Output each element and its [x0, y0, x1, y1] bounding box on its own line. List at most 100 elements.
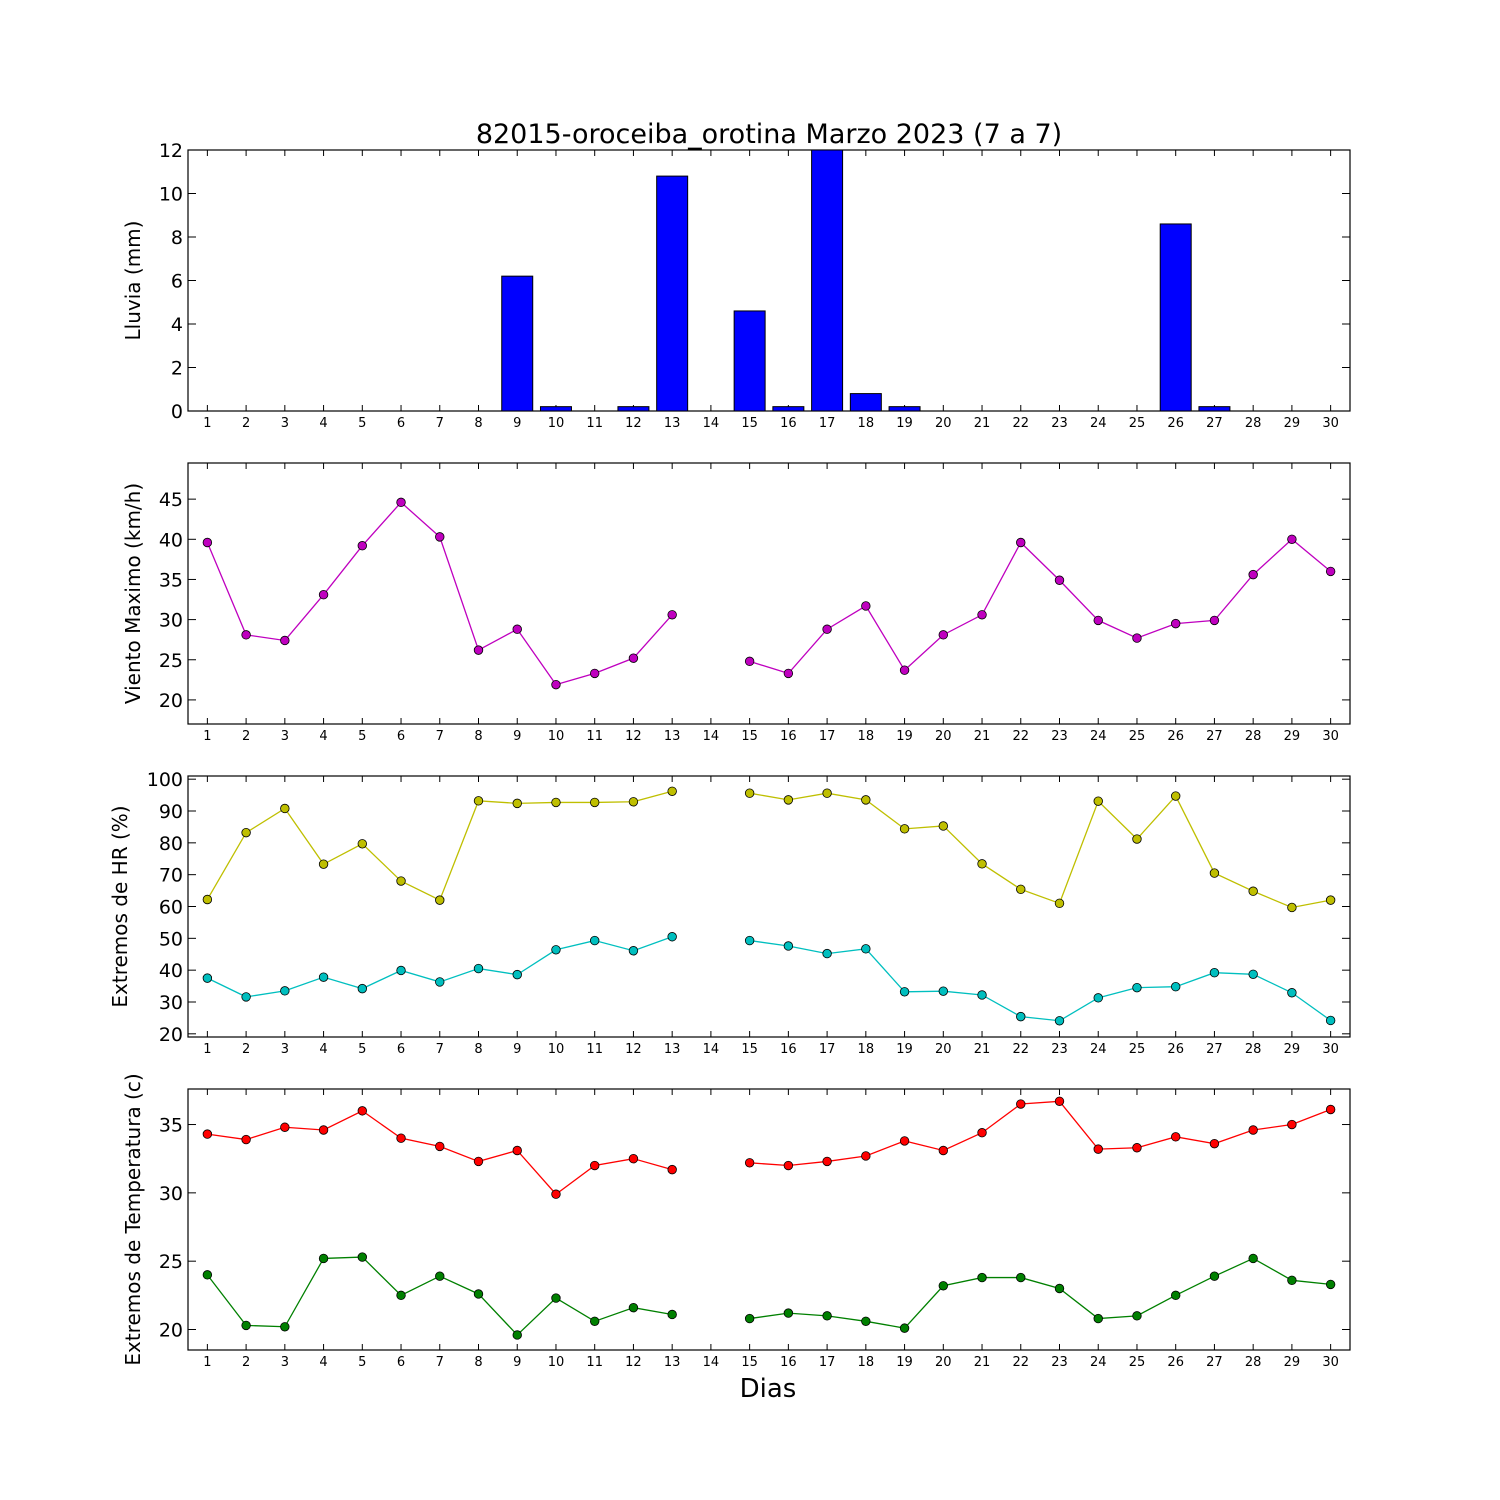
series-1-point-day-7 — [435, 532, 445, 542]
series-1-point-day-22 — [1016, 1099, 1026, 1109]
x-tick-label: 27 — [1206, 1042, 1223, 1057]
series-1-point-day-5 — [357, 839, 368, 849]
x-tick-label: 2 — [242, 1042, 250, 1057]
x-tick-label: 22 — [1012, 1355, 1029, 1370]
x-tick-label: 18 — [858, 729, 875, 744]
series-1-point-day-3 — [280, 635, 290, 646]
series-2-point-day-8 — [473, 1289, 484, 1299]
series-1-point-day-18 — [861, 795, 871, 805]
x-tick-label: 20 — [935, 729, 952, 744]
y-tick-label: 12 — [159, 140, 183, 162]
series-2-point-day-25 — [1132, 1311, 1142, 1321]
series-1-point-day-10 — [551, 1189, 561, 1199]
series-1-point-day-1 — [202, 1129, 213, 1139]
series-2-point-day-19 — [899, 1323, 910, 1333]
series-1-point-day-16 — [783, 1160, 794, 1171]
series-1-point-day-6 — [396, 497, 406, 508]
y-tick-label: 20 — [159, 690, 183, 712]
x-tick-label: 2 — [242, 729, 250, 744]
series-2-point-day-29 — [1287, 988, 1297, 998]
plot-frame — [187, 1088, 1351, 1351]
y-tick-label: 90 — [159, 801, 183, 823]
series-2-point-day-15 — [744, 1313, 755, 1324]
series-1-point-day-6 — [396, 1133, 406, 1143]
series-1-point-day-28 — [1248, 1125, 1258, 1135]
x-tick-label: 2 — [242, 416, 250, 431]
series-1-point-day-23 — [1054, 898, 1065, 909]
y-axis-label: Lluvia (mm) — [121, 221, 145, 341]
x-tick-label: 19 — [896, 416, 913, 431]
bar-day-17 — [811, 149, 844, 412]
series-1-point-day-8 — [473, 645, 484, 655]
series-1-point-day-12 — [628, 1153, 639, 1164]
series-1-point-day-19 — [899, 824, 910, 834]
series-2-point-day-17 — [822, 1311, 832, 1321]
series-2-point-day-26 — [1170, 982, 1181, 992]
x-tick-label: 4 — [319, 1042, 327, 1057]
series-1-point-day-20 — [938, 821, 949, 831]
series-1-point-day-27 — [1209, 1138, 1220, 1149]
series-2-point-day-6 — [396, 965, 406, 976]
x-tick-label: 26 — [1167, 1042, 1184, 1057]
series-1-point-day-15 — [744, 788, 755, 798]
x-tick-label: 18 — [858, 416, 875, 431]
series-2-point-day-16 — [783, 1308, 794, 1318]
x-tick-label: 9 — [513, 1355, 521, 1370]
series-1-point-day-22 — [1016, 884, 1026, 895]
x-tick-label: 22 — [1012, 416, 1029, 431]
series-1-point-day-16 — [783, 668, 794, 679]
series-1-point-day-9 — [512, 624, 522, 634]
x-tick-label: 23 — [1051, 416, 1068, 431]
x-tick-label: 23 — [1051, 729, 1068, 744]
series-1-point-day-27 — [1209, 868, 1220, 878]
x-tick-label: 11 — [586, 416, 603, 431]
series-1-point-day-23 — [1054, 1096, 1065, 1106]
x-tick-label: 18 — [858, 1355, 875, 1370]
x-tick-label: 30 — [1322, 416, 1339, 431]
series-2-point-day-15 — [744, 935, 755, 946]
x-tick-label: 20 — [935, 416, 952, 431]
x-tick-label: 3 — [281, 1355, 289, 1370]
series-1-line — [749, 792, 1331, 909]
series-2-point-day-9 — [512, 969, 522, 980]
series-1-point-day-26 — [1170, 791, 1181, 801]
x-tick-label: 27 — [1206, 1355, 1223, 1370]
series-1-point-day-17 — [822, 788, 832, 798]
x-tick-label: 14 — [703, 729, 720, 744]
series-1-point-day-12 — [628, 653, 639, 663]
series-1-point-day-17 — [822, 1156, 832, 1167]
x-tick-label: 6 — [397, 1355, 405, 1370]
series-1-point-day-9 — [512, 1145, 522, 1156]
x-tick-label: 24 — [1090, 1042, 1107, 1057]
bar-day-16 — [772, 406, 805, 412]
y-tick-label: 25 — [159, 650, 183, 672]
y-tick-label: 35 — [159, 569, 183, 591]
x-tick-label: 19 — [896, 1042, 913, 1057]
x-tick-label: 17 — [819, 729, 836, 744]
y-tick-label: 8 — [171, 227, 183, 249]
series-1-point-day-2 — [241, 630, 251, 640]
y-axis-label: Extremos de HR (%) — [108, 805, 132, 1007]
series-1-point-day-24 — [1093, 796, 1103, 806]
series-1-point-day-18 — [861, 601, 871, 611]
series-1-point-day-28 — [1248, 569, 1258, 580]
series-2-line — [749, 1257, 1331, 1329]
x-tick-label: 5 — [358, 1042, 366, 1057]
series-2-point-day-3 — [280, 986, 290, 996]
series-2-point-day-12 — [628, 1302, 639, 1313]
x-tick-label: 8 — [474, 729, 482, 744]
x-tick-label: 1 — [203, 1355, 211, 1370]
x-tick-label: 7 — [436, 1355, 444, 1370]
x-tick-label: 19 — [896, 1355, 913, 1370]
series-1-point-day-24 — [1093, 615, 1103, 626]
x-tick-label: 21 — [974, 416, 991, 431]
x-tick-label: 20 — [935, 1355, 952, 1370]
x-tick-label: 10 — [548, 1042, 565, 1057]
x-tick-label: 20 — [935, 1042, 952, 1057]
series-2-point-day-17 — [822, 948, 832, 959]
x-tick-label: 6 — [397, 729, 405, 744]
x-tick-label: 15 — [741, 416, 758, 431]
series-1-point-day-29 — [1287, 1119, 1297, 1130]
series-1-point-day-16 — [783, 795, 794, 805]
